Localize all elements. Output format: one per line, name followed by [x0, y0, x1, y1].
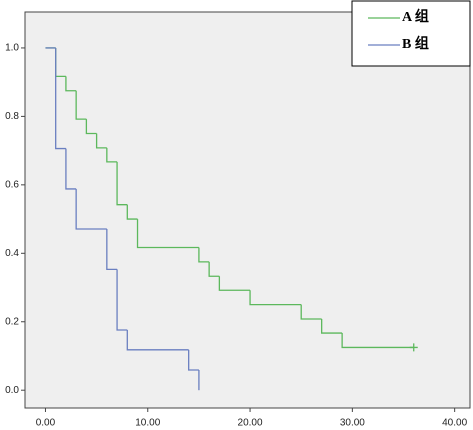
survival-step [106, 147, 118, 163]
censor-mark [409, 343, 418, 352]
legend-label: A 组 [402, 8, 429, 25]
survival-step [341, 333, 414, 349]
y-tick-label: 0.8 [5, 111, 19, 122]
survival-step [75, 188, 107, 230]
survival-step [106, 228, 118, 271]
survival-step [218, 276, 251, 291]
x-tick-label: 30.00 [340, 418, 365, 429]
legend-label: B 组 [402, 35, 429, 52]
legend: A 组 B 组 [351, 0, 471, 67]
survival-step [65, 148, 77, 190]
survival-step [75, 90, 87, 120]
y-tick-label: 0.4 [5, 248, 19, 259]
survival-step [126, 329, 189, 351]
legend-box [351, 0, 471, 67]
survival-step [321, 319, 343, 334]
survival-step [136, 219, 199, 249]
survival-step [198, 247, 210, 263]
survival-step [188, 349, 199, 371]
survival-step [65, 76, 77, 92]
y-tick-label: 0.6 [5, 179, 19, 190]
y-tick-label: 0.2 [5, 316, 19, 327]
survival-step [208, 261, 220, 277]
survival-step [126, 204, 138, 220]
x-tick-label: 20.00 [238, 418, 263, 429]
plot-area [24, 11, 471, 409]
x-tick-label: 0.00 [36, 418, 56, 429]
y-tick-label: 0.0 [5, 385, 19, 396]
x-tick-label: 10.00 [135, 418, 160, 429]
survival-step [249, 290, 302, 306]
survival-step [116, 161, 128, 206]
survival-step [300, 304, 322, 320]
y-tick-label: 1.0 [5, 43, 19, 54]
survival-step [55, 47, 66, 150]
survival-step [85, 119, 97, 135]
survival-step [116, 269, 128, 331]
survival-step [95, 133, 107, 149]
x-tick-label: 40.00 [442, 418, 467, 429]
